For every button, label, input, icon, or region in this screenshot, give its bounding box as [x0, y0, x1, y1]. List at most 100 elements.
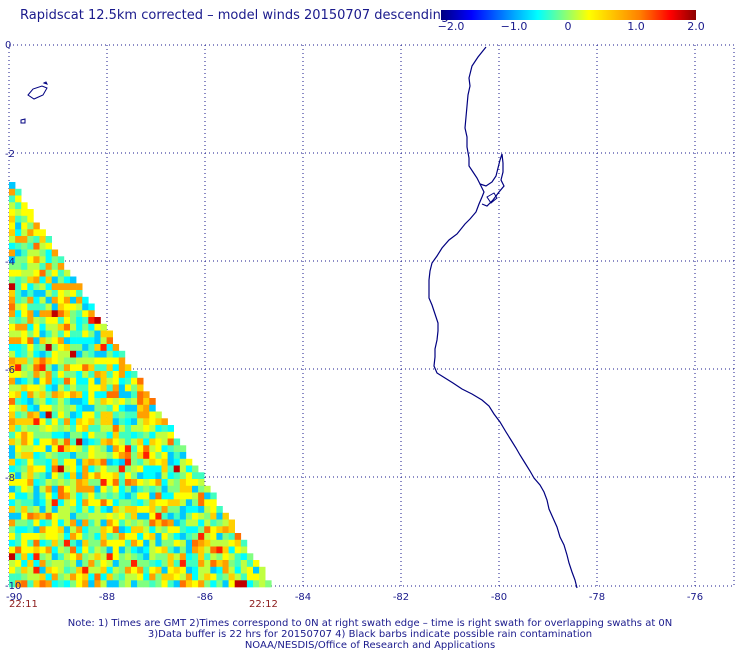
swath-cell [51, 350, 59, 358]
swath-cell [45, 256, 52, 264]
swath-cell [222, 526, 229, 534]
coastline-gulf-of-guayaquil [479, 153, 505, 207]
swath-cell [33, 263, 40, 271]
swath-cell [88, 337, 95, 345]
swath-cell [70, 566, 77, 574]
swath-cell [33, 290, 40, 298]
latitude-tick-label: 0 [5, 40, 11, 51]
swath-cell [192, 485, 199, 493]
swath-cell [9, 290, 16, 298]
swath-cell [33, 425, 40, 433]
swath-cell [137, 546, 144, 554]
swath-cell [149, 425, 156, 433]
swath-cell [198, 560, 205, 568]
swath-cell [76, 465, 83, 473]
swath-cell [82, 506, 89, 514]
swath-cell [204, 553, 211, 561]
swath-cell [167, 485, 174, 493]
swath-cell [137, 560, 144, 568]
swath-cell [124, 580, 132, 588]
swath-cell [15, 566, 22, 574]
swath-cell [9, 337, 16, 345]
swath-cell [88, 499, 95, 507]
swath-cell [149, 519, 156, 527]
swath-cell [118, 350, 126, 358]
swath-cell [15, 249, 22, 257]
swath-cell [131, 526, 138, 534]
swath-cell [137, 533, 144, 541]
swath-cell [88, 310, 95, 318]
swath-cell [45, 411, 52, 419]
swath-cell [143, 458, 150, 466]
swath-cell [82, 296, 89, 304]
swath-cell [51, 458, 59, 466]
swath-cell [45, 310, 52, 318]
swath-cell [57, 384, 65, 392]
swath-cell [33, 303, 40, 311]
swath-cell [63, 539, 71, 547]
swath-cell [118, 506, 126, 514]
swath-cell [39, 384, 46, 392]
swath-cell [45, 553, 52, 561]
swath-cell [94, 472, 101, 480]
swath-cell [63, 458, 71, 466]
swath-cell [222, 533, 229, 541]
swath-cell [15, 425, 22, 433]
swath-cell [27, 553, 34, 561]
swath-cell [100, 566, 107, 574]
swath-cell [63, 472, 71, 480]
swath-cell [106, 539, 113, 547]
swath-cell [33, 350, 40, 358]
swath-cell [192, 472, 199, 480]
swath-cell [192, 519, 199, 527]
swath-cell [45, 479, 52, 487]
swath-cell [179, 546, 187, 554]
swath-cell [179, 445, 187, 453]
swath-cell [51, 539, 59, 547]
swath-cell [39, 303, 46, 311]
swath-cell [173, 526, 181, 534]
swath-cell [51, 573, 59, 581]
swath-cell [185, 512, 193, 520]
swath-cell [112, 580, 120, 588]
swath-cell [39, 256, 46, 264]
swath-cell [173, 566, 181, 574]
swath-cell [45, 283, 52, 291]
swath-cell [100, 465, 107, 473]
swath-cell [39, 391, 46, 399]
swath-cell [82, 418, 89, 426]
swath-cell [57, 472, 65, 480]
swath-cell [100, 411, 107, 419]
colorbar-label: −1.0 [500, 20, 528, 33]
swath-cell [131, 458, 138, 466]
swath-cell [216, 580, 223, 588]
swath-cell [45, 296, 52, 304]
swath-cell [185, 458, 193, 466]
swath-cell [216, 519, 223, 527]
swath-cell [100, 526, 107, 534]
swath-cell [204, 533, 211, 541]
swath-cell [76, 323, 83, 331]
swath-cell [57, 445, 65, 453]
swath-cell [131, 546, 138, 554]
swath-cell [179, 465, 187, 473]
swath-cell [161, 479, 168, 487]
swath-cell [204, 539, 211, 547]
swath-cell [155, 418, 162, 426]
swath-cell [124, 404, 132, 412]
swath-cell [39, 249, 46, 257]
swath-cell [15, 290, 22, 298]
swath-cell [21, 465, 28, 473]
swath-cell [149, 553, 156, 561]
swath-cell [192, 492, 199, 500]
swath-cell [234, 566, 242, 574]
swath-cell [63, 384, 71, 392]
swath-cell [118, 418, 126, 426]
swath-cell [124, 566, 132, 574]
swath-cell [15, 438, 22, 446]
swath-cell [94, 330, 101, 338]
swath-cell [45, 269, 52, 277]
swath-cell [198, 512, 205, 520]
swath-cell [204, 526, 211, 534]
longitude-tick-label: -76 [687, 592, 703, 603]
